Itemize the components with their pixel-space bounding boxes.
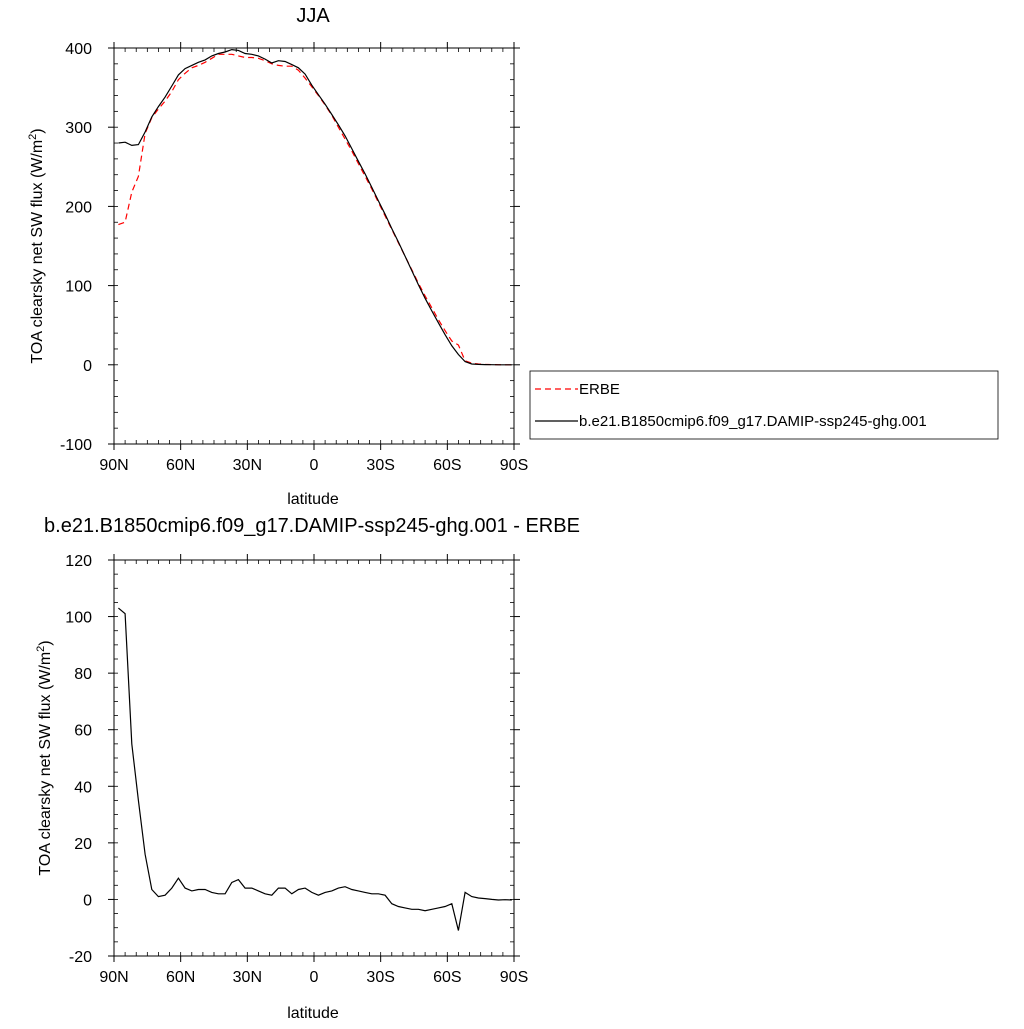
top-plot-title: JJA: [296, 5, 330, 27]
bottom-plot-ylabel: TOA clearsky net SW flux (W/m2): [35, 640, 54, 875]
top-x-tick-label: 90S: [500, 457, 528, 474]
bottom-y-tick-label: 120: [65, 553, 92, 570]
bottom-x-tick-label: 60N: [166, 969, 195, 986]
legend-box: [529, 370, 999, 440]
bottom-plot-title: b.e21.B1850cmip6.f09_g17.DAMIP-ssp245-gh…: [44, 515, 580, 537]
bottom-plot-xlabel: latitude: [287, 1005, 339, 1022]
bottom-x-tick-label: 0: [310, 969, 319, 986]
bottom-y-tick-label: 40: [74, 779, 92, 796]
top-x-tick-label: 90N: [99, 457, 128, 474]
bottom-x-tick-label: 90S: [500, 969, 528, 986]
bottom-plot-frame: [113, 559, 515, 957]
top-plot: JJA 90N 60N 30N 0 30S 60S 90S -100 0 100 200 300 400…: [27, 5, 528, 508]
bottom-y-tick-label: 60: [74, 723, 92, 740]
bottom-x-tick-label: 30S: [366, 969, 394, 986]
top-plot-frame: [113, 47, 515, 445]
top-y-tick-label: 200: [65, 199, 92, 216]
bottom-y-tick-label: -20: [69, 949, 92, 966]
legend-model-label: b.e21.B1850cmip6.f09_g17.DAMIP-ssp245-gh…: [579, 413, 927, 430]
top-y-tick-label: 100: [65, 279, 92, 296]
top-plot-xlabel: latitude: [287, 491, 339, 508]
top-x-tick-label: 30N: [233, 457, 262, 474]
bottom-x-tick-label: 90N: [99, 969, 128, 986]
bottom-y-tick-label: 100: [65, 610, 92, 627]
bottom-plot: b.e21.B1850cmip6.f09_g17.DAMIP-ssp245-gh…: [35, 515, 580, 1022]
bottom-x-tick-label: 60S: [433, 969, 461, 986]
top-y-tick-label: 400: [65, 41, 92, 58]
top-series-line-erbe: [118, 53, 512, 366]
top-y-tick-label: 300: [65, 120, 92, 137]
top-plot-ylabel: TOA clearsky net SW flux (W/m2): [27, 128, 46, 363]
bottom-y-tick-label: 0: [83, 892, 92, 909]
top-x-tick-label: 30S: [366, 457, 394, 474]
top-series-line-model: [118, 48, 512, 366]
legend-erbe-label: ERBE: [579, 381, 620, 398]
bottom-y-tick-label: 20: [74, 836, 92, 853]
top-y-tick-label: 0: [83, 358, 92, 375]
bottom-x-tick-label: 30N: [233, 969, 262, 986]
top-y-tick-label: -100: [60, 437, 92, 454]
bottom-series-line-model: [118, 607, 512, 931]
legend: ERBE b.e21.B1850cmip6.f09_g17.DAMIP-ssp2…: [529, 370, 999, 440]
top-x-tick-label: 60N: [166, 457, 195, 474]
top-x-tick-label: 60S: [433, 457, 461, 474]
bottom-y-tick-label: 80: [74, 666, 92, 683]
top-x-tick-label: 0: [310, 457, 319, 474]
